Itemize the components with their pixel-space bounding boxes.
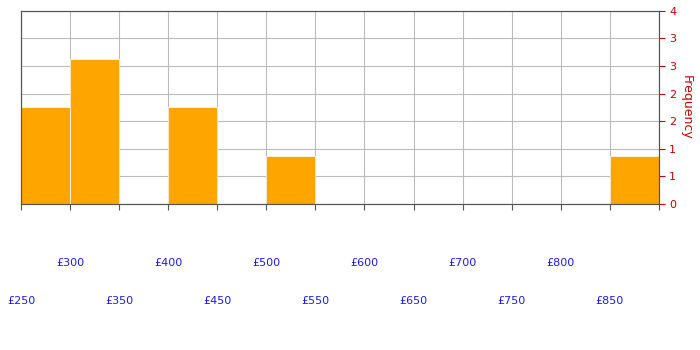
- Text: £300: £300: [56, 258, 84, 268]
- Bar: [168, 107, 217, 204]
- Bar: [610, 155, 659, 204]
- Bar: [267, 155, 316, 204]
- Text: £750: £750: [498, 296, 526, 306]
- Text: £250: £250: [7, 296, 35, 306]
- Text: £700: £700: [449, 258, 477, 268]
- Text: £600: £600: [351, 258, 379, 268]
- Bar: [21, 107, 70, 204]
- Text: £550: £550: [302, 296, 330, 306]
- Text: £400: £400: [154, 258, 183, 268]
- Text: £350: £350: [105, 296, 133, 306]
- Text: £850: £850: [596, 296, 624, 306]
- Text: £450: £450: [203, 296, 232, 306]
- Y-axis label: Frequency: Frequency: [680, 75, 693, 140]
- Text: £800: £800: [547, 258, 575, 268]
- Bar: [70, 59, 119, 204]
- Text: £650: £650: [400, 296, 428, 306]
- Text: £500: £500: [252, 258, 281, 268]
